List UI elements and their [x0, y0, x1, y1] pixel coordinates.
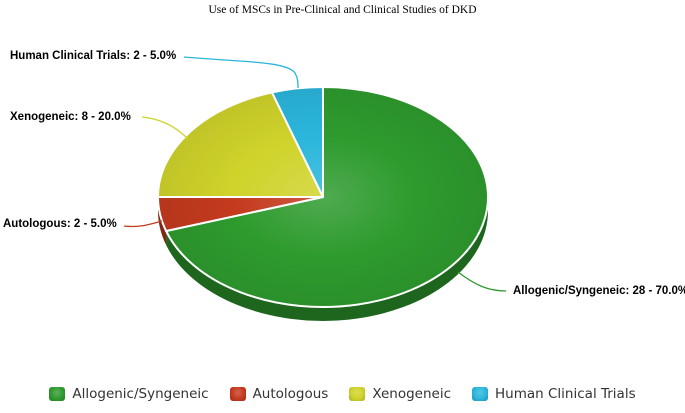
legend-swatch-autologous	[229, 387, 246, 401]
chart-title: Use of MSCs in Pre-Clinical and Clinical…	[208, 4, 477, 16]
slice-label-autologous: Autologous: 2 - 5.0%	[3, 218, 117, 230]
callout-leader-line	[141, 116, 189, 140]
legend-swatch-xenogeneic	[349, 387, 366, 401]
legend-item-xenogeneic[interactable]: Xenogeneic	[349, 386, 451, 402]
callout-leader-line	[183, 56, 299, 89]
pie-slice[interactable]	[271, 86, 324, 198]
legend-item-human-clinical-trials[interactable]: Human Clinical Trials	[472, 386, 636, 402]
pie-slice[interactable]	[165, 86, 489, 308]
pie-slice-side	[158, 197, 167, 245]
legend-swatch-allogenic-syngeneic	[49, 387, 66, 401]
legend-label: Human Clinical Trials	[495, 386, 636, 402]
legend-label: Allogenic/Syngeneic	[72, 386, 209, 402]
slice-label-human-clinical-trials: Human Clinical Trials: 2 - 5.0%	[10, 50, 177, 62]
legend-item-allogenic-syngeneic[interactable]: Allogenic/Syngeneic	[49, 386, 209, 402]
legend-label: Autologous	[252, 386, 329, 402]
callout-leader-line	[457, 271, 507, 292]
callout-leader-line	[123, 220, 163, 228]
slice-label-allogenic-syngeneic: Allogenic/Syngeneic: 28 - 70.0%	[513, 285, 685, 297]
legend-label: Xenogeneic	[372, 386, 452, 402]
legend-swatch-human-clinical-trials	[472, 387, 489, 401]
pie-slice[interactable]	[157, 91, 324, 198]
legend-item-autologous[interactable]: Autologous	[229, 386, 329, 402]
slice-label-xenogeneic: Xenogeneic: 8 - 20.0%	[10, 111, 131, 123]
legend: Allogenic/Syngeneic Autologous Xenogenei…	[0, 386, 685, 402]
